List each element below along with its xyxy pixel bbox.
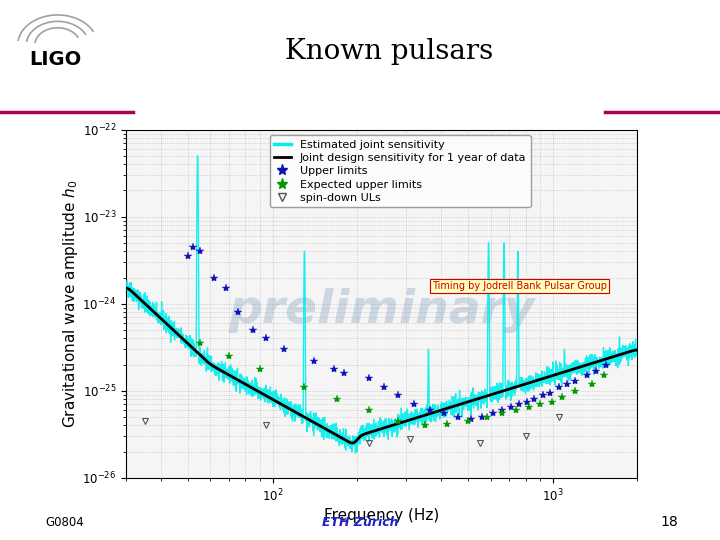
Text: preliminary: preliminary [228, 288, 535, 333]
Text: ETH Zürich: ETH Zürich [322, 516, 398, 530]
Text: Known pulsars: Known pulsars [284, 38, 493, 65]
Text: LIGO: LIGO [29, 50, 81, 70]
Text: G0804: G0804 [45, 516, 84, 530]
X-axis label: Frequency (Hz): Frequency (Hz) [324, 508, 439, 523]
Text: Timing by Jodrell Bank Pulsar Group: Timing by Jodrell Bank Pulsar Group [432, 281, 607, 292]
Y-axis label: Gravitational wave amplitude $h_0$: Gravitational wave amplitude $h_0$ [60, 179, 79, 428]
Legend: Estimated joint sensitivity, Joint design sensitivity for 1 year of data, Upper : Estimated joint sensitivity, Joint desig… [269, 135, 531, 207]
Text: 18: 18 [661, 516, 678, 530]
